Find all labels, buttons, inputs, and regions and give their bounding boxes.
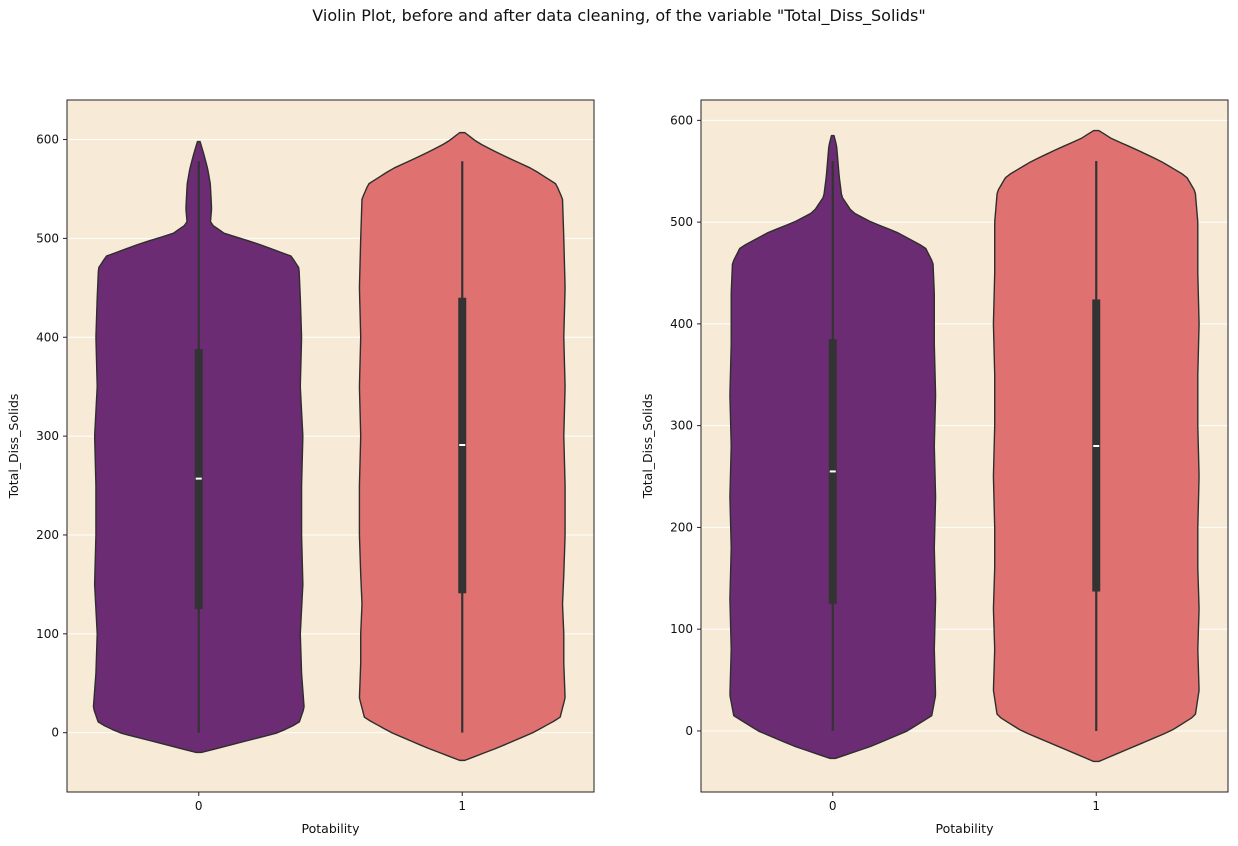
y-tick-label: 300 bbox=[670, 419, 693, 433]
y-tick-label: 300 bbox=[36, 429, 59, 443]
violin-panel-after: 0 100 200 300 400 500 600 0 1 Potability Total_Dis… bbox=[640, 99, 1229, 836]
y-tick-label: 0 bbox=[685, 724, 693, 738]
y-tick-label: 200 bbox=[36, 528, 59, 542]
y-tick-label: 100 bbox=[670, 622, 693, 636]
x-tick-label: 0 bbox=[829, 799, 837, 813]
violin-panel-before: 0 100 200 300 400 500 600 0 1 Potability Total_Dis… bbox=[6, 99, 595, 836]
y-tick-label: 500 bbox=[670, 215, 693, 229]
y-tick-label: 600 bbox=[36, 133, 59, 147]
y-tick-label: 600 bbox=[670, 113, 693, 127]
figure-title: Violin Plot, before and after data clean… bbox=[312, 6, 926, 25]
y-tick-label: 100 bbox=[36, 627, 59, 641]
y-tick-label: 0 bbox=[51, 726, 59, 740]
x-tick-label: 0 bbox=[195, 799, 203, 813]
y-axis-label: Total_Diss_Solids bbox=[6, 394, 21, 500]
y-axis-label: Total_Diss_Solids bbox=[640, 394, 655, 500]
y-tick-label: 400 bbox=[36, 330, 59, 344]
x-axis-label: Potability bbox=[936, 821, 995, 836]
plot-frame bbox=[700, 99, 1229, 793]
x-tick-label: 1 bbox=[1092, 799, 1100, 813]
x-tick-label: 1 bbox=[458, 799, 466, 813]
x-axis-label: Potability bbox=[302, 821, 361, 836]
y-tick-label: 500 bbox=[36, 231, 59, 245]
plot-frame bbox=[66, 99, 595, 793]
y-tick-label: 200 bbox=[670, 520, 693, 534]
y-tick-label: 400 bbox=[670, 317, 693, 331]
